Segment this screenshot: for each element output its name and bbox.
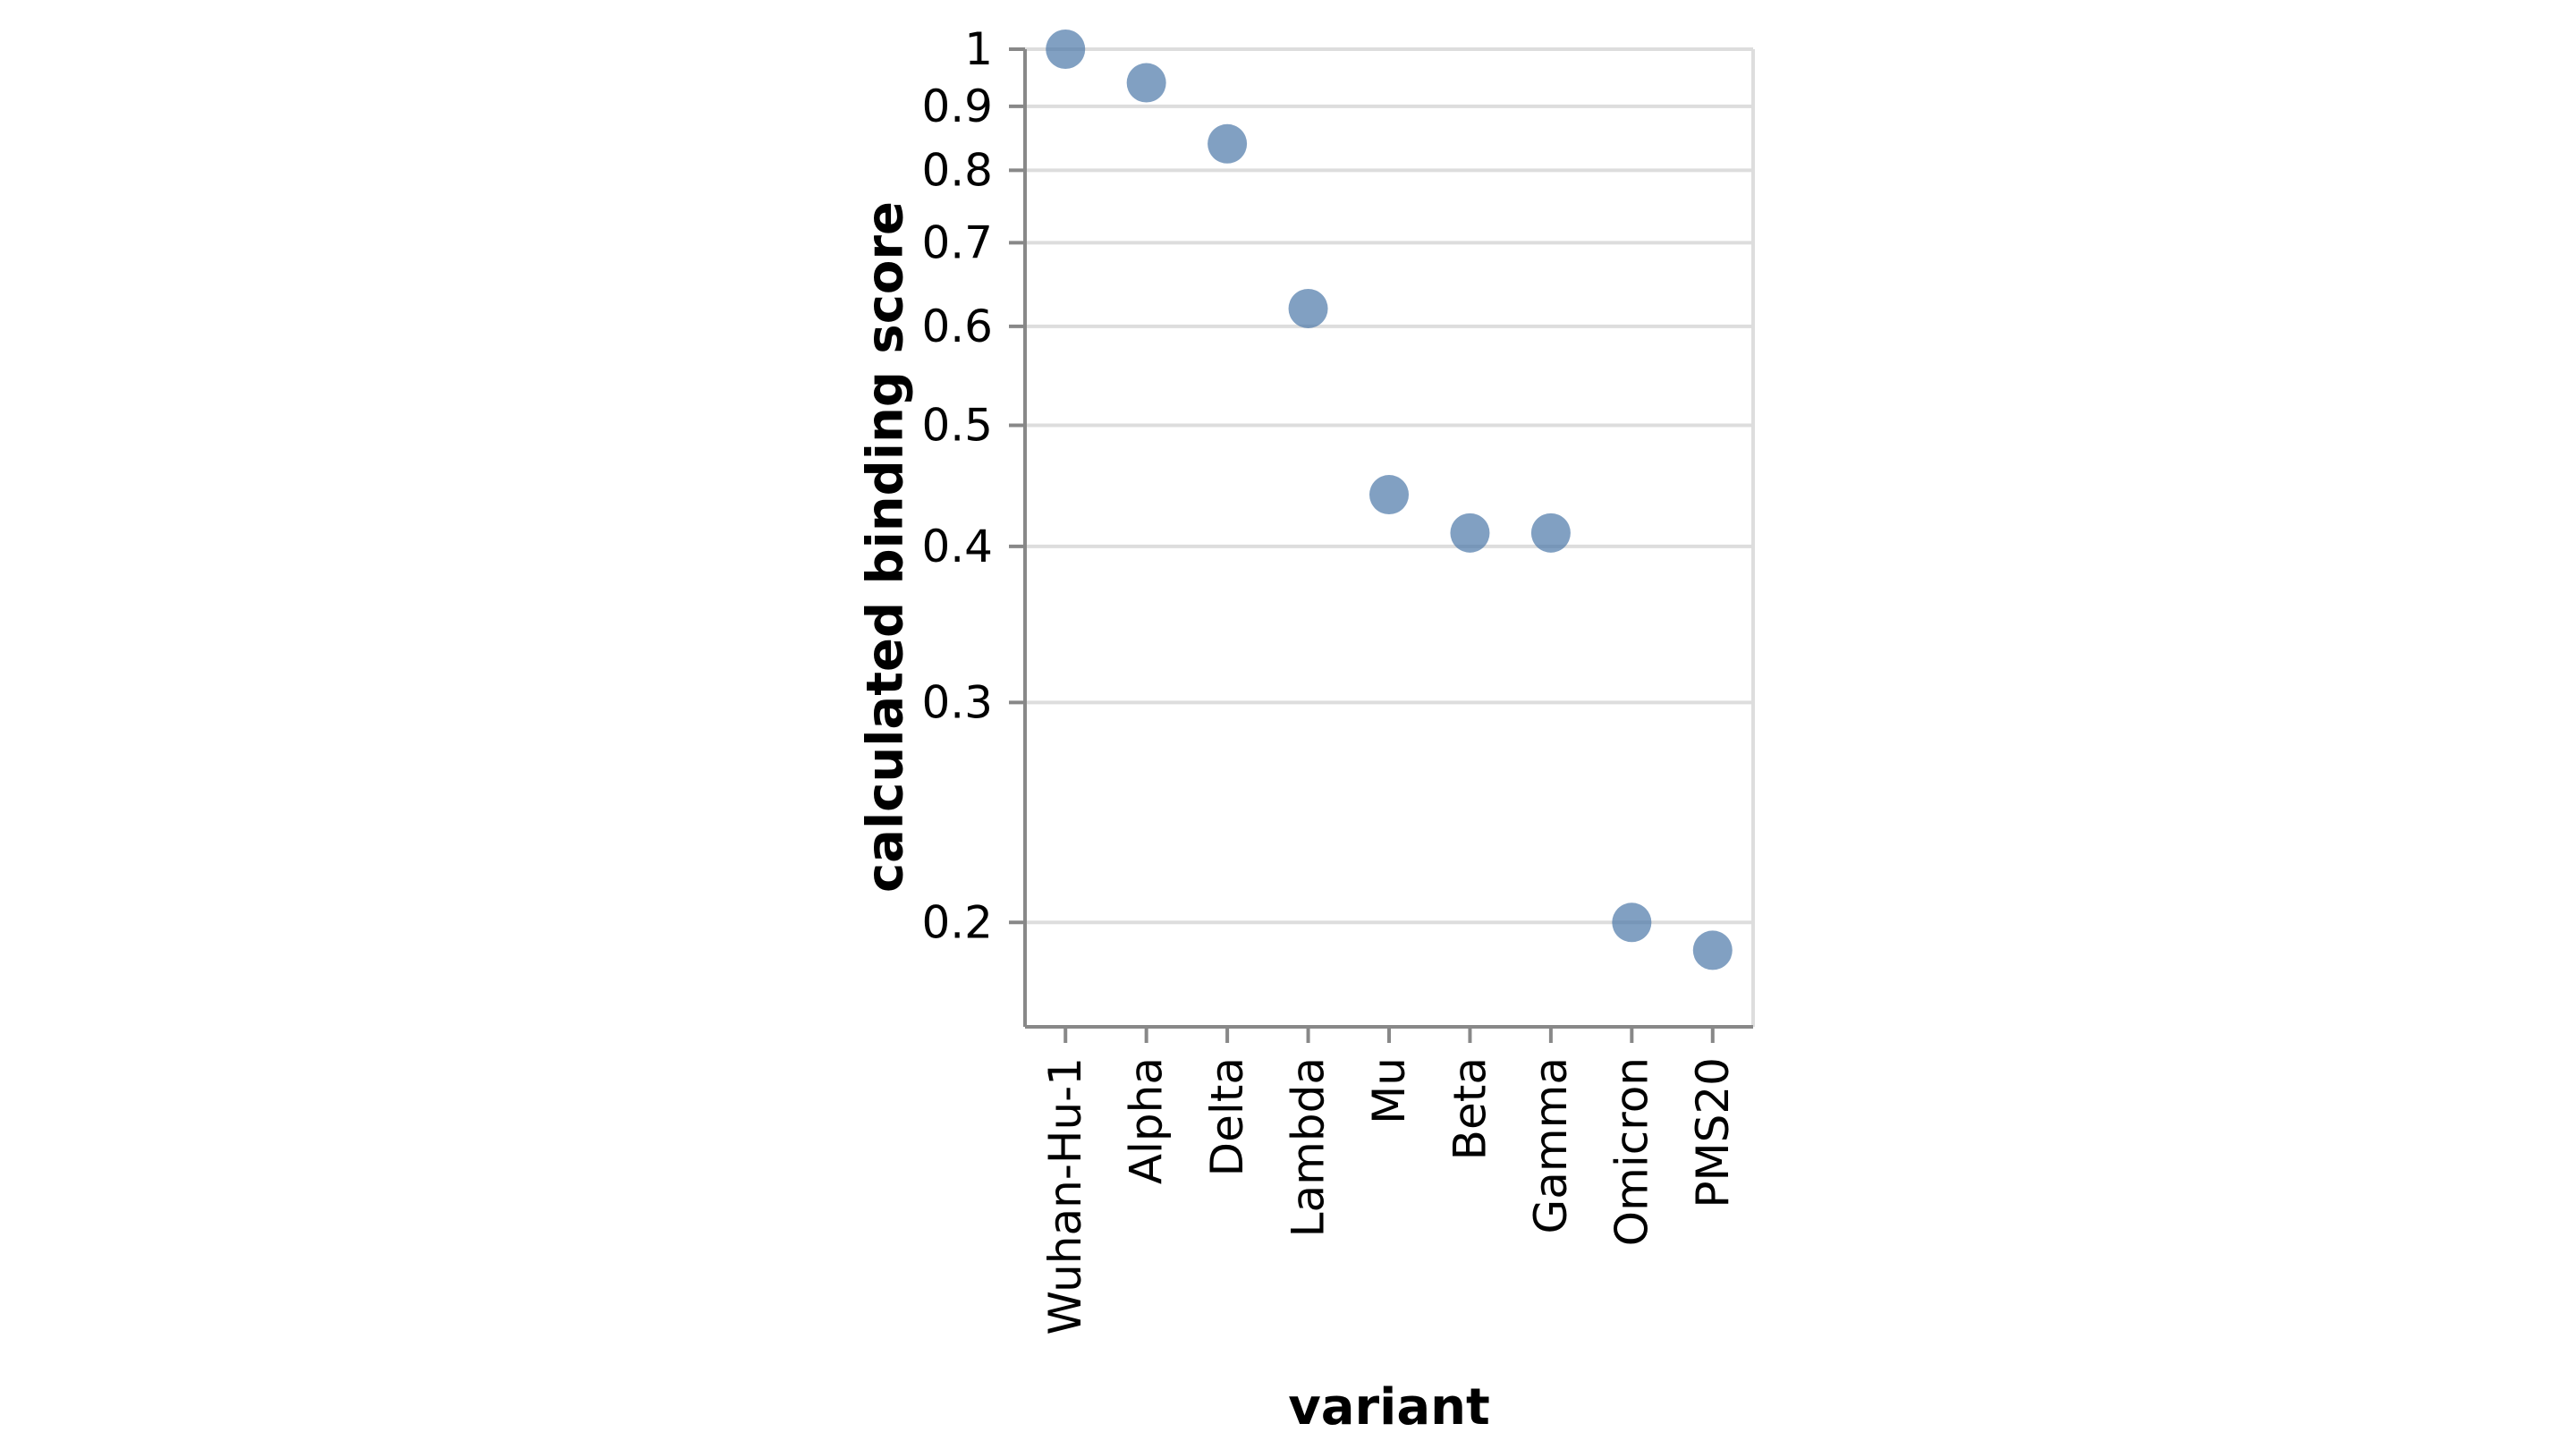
data-point <box>1208 123 1248 164</box>
y-axis-title: calculated binding score <box>857 201 915 893</box>
grid-lines <box>1025 47 1755 1027</box>
y-tick-label: 0.8 <box>921 144 993 196</box>
data-point <box>1692 930 1733 970</box>
x-tick-label: Omicron <box>1606 1057 1657 1246</box>
data-point <box>1126 63 1166 103</box>
y-tick-label: 0.9 <box>921 80 993 132</box>
x-axis-title: variant <box>1288 1378 1490 1436</box>
y-tick-label: 0.7 <box>921 216 993 268</box>
y-tick-label: 0.2 <box>921 896 993 948</box>
x-tick-label: Alpha <box>1121 1057 1173 1184</box>
data-point <box>1612 902 1652 943</box>
y-tick-label: 0.4 <box>921 521 993 572</box>
y-tick-label: 0.3 <box>921 676 993 728</box>
y-tick-label: 0.6 <box>921 301 993 352</box>
x-tick-label: Lambda <box>1283 1057 1335 1237</box>
x-tick-labels: Wuhan-Hu-1 Alpha Delta Lambda Mu Beta Gamma Omi… <box>1039 1057 1739 1335</box>
y-tick-label: 0.5 <box>921 399 993 451</box>
axes <box>1023 49 1753 1029</box>
x-tick-label: Beta <box>1444 1057 1496 1160</box>
x-tick-label: Delta <box>1201 1057 1253 1176</box>
data-point <box>1530 513 1571 553</box>
tick-marks <box>1009 47 1715 1043</box>
x-tick-label: PMS20 <box>1687 1057 1739 1208</box>
x-tick-label: Wuhan-Hu-1 <box>1039 1057 1091 1335</box>
data-points <box>1046 30 1733 970</box>
data-point <box>1450 513 1490 553</box>
data-point <box>1369 475 1409 515</box>
data-point <box>1288 288 1328 328</box>
data-point <box>1046 30 1086 69</box>
x-tick-label: Mu <box>1363 1057 1415 1124</box>
y-tick-label: 1 <box>964 23 993 75</box>
y-tick-labels: 10.9 0.8 0.7 0.6 0.5 0.4 0.3 0.2 <box>921 23 993 948</box>
x-tick-label: Gamma <box>1525 1057 1577 1233</box>
